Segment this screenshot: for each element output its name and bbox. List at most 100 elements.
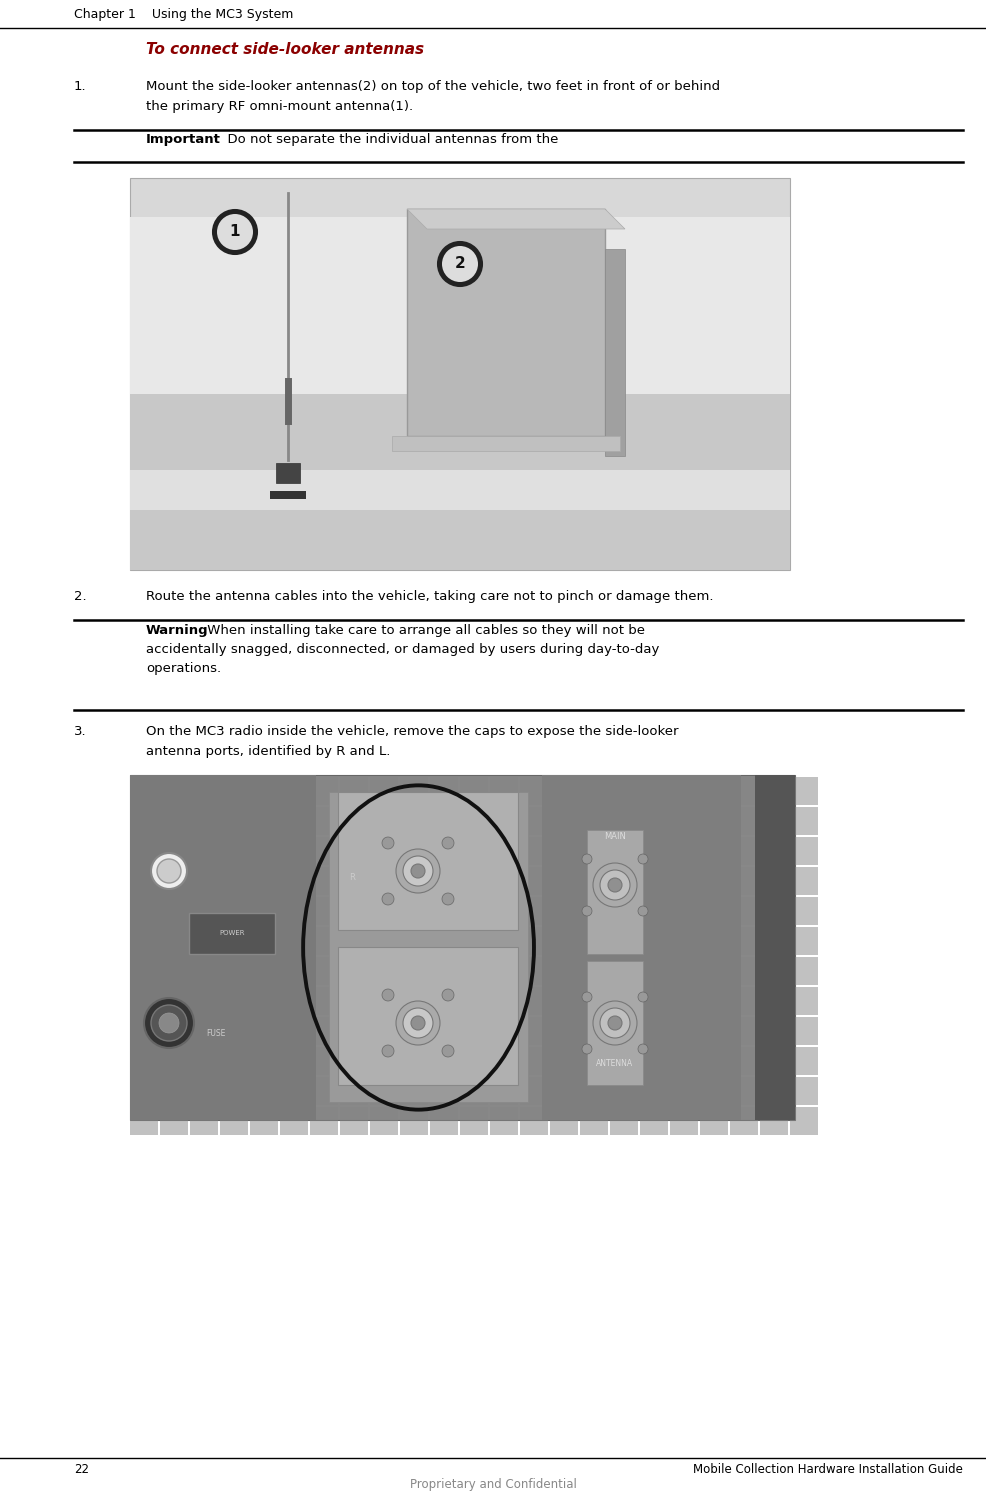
Text: R: R — [349, 873, 355, 882]
Bar — [220, 927, 247, 956]
Bar — [130, 775, 316, 1120]
Bar — [280, 1047, 308, 1075]
Circle shape — [382, 838, 393, 850]
Circle shape — [599, 870, 629, 900]
Bar — [580, 1017, 607, 1045]
Bar — [639, 957, 668, 985]
Bar — [759, 897, 787, 926]
Bar — [789, 1047, 817, 1075]
Bar — [160, 1076, 187, 1105]
Bar — [609, 808, 637, 835]
Bar — [406, 209, 604, 436]
Polygon shape — [406, 209, 624, 228]
Bar — [370, 957, 397, 985]
Bar — [220, 1017, 247, 1045]
Bar — [399, 1106, 428, 1135]
Bar — [130, 470, 789, 511]
Circle shape — [593, 863, 636, 908]
Bar — [609, 776, 637, 805]
Bar — [280, 1106, 308, 1135]
Bar — [310, 987, 337, 1015]
Bar — [669, 927, 697, 956]
Text: FUSE: FUSE — [206, 1029, 226, 1038]
Bar — [220, 1106, 247, 1135]
Text: 22: 22 — [74, 1463, 89, 1477]
Bar — [310, 1076, 337, 1105]
Bar — [399, 897, 428, 926]
Bar — [489, 1076, 518, 1105]
Bar — [339, 838, 368, 864]
Bar — [459, 838, 487, 864]
Circle shape — [213, 211, 256, 254]
Bar — [160, 1106, 187, 1135]
Bar — [669, 897, 697, 926]
Bar — [489, 776, 518, 805]
Bar — [280, 927, 308, 956]
Bar — [669, 867, 697, 894]
Bar — [699, 1017, 728, 1045]
Bar — [249, 987, 278, 1015]
Bar — [130, 987, 158, 1015]
Bar — [190, 808, 218, 835]
Bar — [489, 808, 518, 835]
Circle shape — [582, 1044, 592, 1054]
Bar — [549, 776, 578, 805]
Bar — [549, 1106, 578, 1135]
Bar — [580, 1047, 607, 1075]
Bar — [220, 776, 247, 805]
Text: When installing take care to arrange all cables so they will not be: When installing take care to arrange all… — [203, 624, 644, 638]
Bar — [249, 957, 278, 985]
Bar — [370, 927, 397, 956]
Bar — [399, 1047, 428, 1075]
Bar — [130, 1106, 158, 1135]
Bar — [190, 987, 218, 1015]
Bar — [759, 927, 787, 956]
Bar — [370, 808, 397, 835]
Bar — [699, 1076, 728, 1105]
Bar — [430, 1106, 458, 1135]
Circle shape — [442, 246, 477, 282]
Bar — [489, 897, 518, 926]
Bar — [549, 1017, 578, 1045]
Bar — [188, 914, 275, 954]
Bar — [280, 838, 308, 864]
Circle shape — [382, 988, 393, 1000]
Bar — [280, 1076, 308, 1105]
Bar — [430, 867, 458, 894]
Bar — [699, 776, 728, 805]
Bar — [520, 838, 547, 864]
Bar — [339, 1047, 368, 1075]
Bar — [549, 957, 578, 985]
Bar — [459, 1047, 487, 1075]
Bar — [549, 838, 578, 864]
Bar — [587, 961, 642, 1085]
Bar — [730, 1106, 757, 1135]
Bar — [459, 897, 487, 926]
Bar — [669, 987, 697, 1015]
Bar — [549, 867, 578, 894]
Bar — [310, 1047, 337, 1075]
Bar — [430, 776, 458, 805]
Text: MAIN: MAIN — [603, 833, 625, 842]
Bar — [580, 987, 607, 1015]
Bar — [310, 1017, 337, 1045]
Bar — [399, 957, 428, 985]
Circle shape — [637, 854, 648, 864]
Bar — [730, 1076, 757, 1105]
Bar — [280, 1017, 308, 1045]
Bar — [160, 1017, 187, 1045]
Bar — [130, 775, 794, 1120]
Bar — [430, 838, 458, 864]
Bar — [280, 987, 308, 1015]
Bar — [520, 1017, 547, 1045]
Bar — [220, 987, 247, 1015]
Bar — [541, 775, 740, 1120]
Bar — [190, 1076, 218, 1105]
Circle shape — [637, 1044, 648, 1054]
Bar — [759, 1017, 787, 1045]
Bar — [730, 838, 757, 864]
Bar — [310, 776, 337, 805]
Text: 1: 1 — [230, 224, 240, 239]
Bar — [339, 1017, 368, 1045]
Bar — [639, 1076, 668, 1105]
